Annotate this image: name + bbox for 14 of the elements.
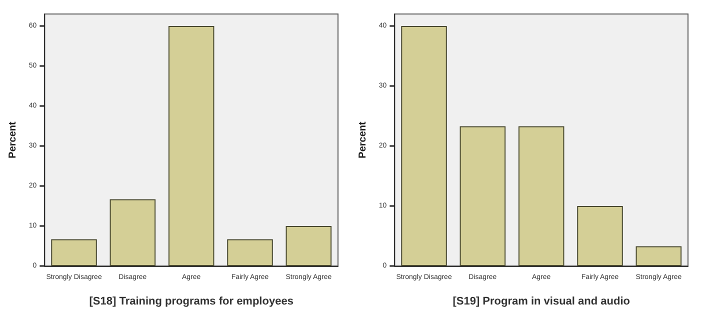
x-axis-title: [S19] Program in visual and audio (452, 296, 630, 308)
bar (577, 206, 623, 266)
bar (460, 126, 506, 266)
bar (168, 26, 214, 266)
bar (518, 126, 564, 266)
bar (401, 26, 447, 266)
y-axis-title: Percent (8, 120, 18, 158)
bar (636, 246, 682, 266)
bar (110, 199, 156, 266)
x-axis-title: [S18] Training programs for employees (89, 296, 294, 308)
bar (286, 226, 332, 266)
bar (227, 239, 273, 266)
y-axis-title: Percent (358, 120, 368, 158)
bar (51, 239, 97, 266)
